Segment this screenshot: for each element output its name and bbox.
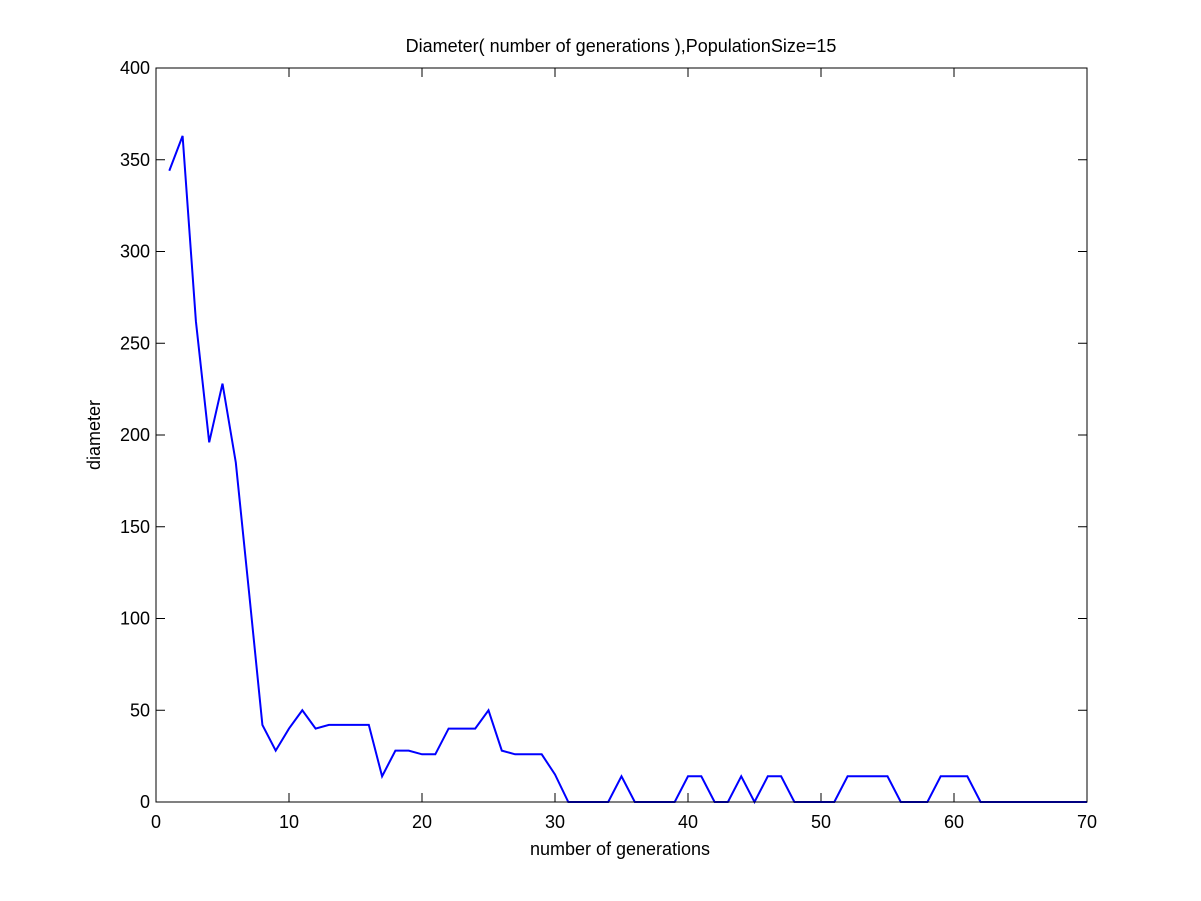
chart-title: Diameter( number of generations ),Popula… <box>406 36 837 56</box>
x-tick-label: 0 <box>151 812 161 832</box>
series-layer <box>168 135 1087 805</box>
y-tick-label: 100 <box>120 609 150 629</box>
y-tick-label: 200 <box>120 425 150 445</box>
x-axis-label: number of generations <box>530 839 710 859</box>
x-tick-label: 50 <box>811 812 831 832</box>
x-tick-label: 30 <box>545 812 565 832</box>
plot-frame <box>155 67 1088 803</box>
x-tick-label: 40 <box>678 812 698 832</box>
y-tick-label: 350 <box>120 150 150 170</box>
x-tick-label: 10 <box>279 812 299 832</box>
x-tick-label: 60 <box>944 812 964 832</box>
plot-area <box>156 68 1087 802</box>
y-tick-label: 150 <box>120 517 150 537</box>
x-tick-label: 70 <box>1077 812 1097 832</box>
y-axis-label: diameter <box>84 400 104 470</box>
y-tick-label: 250 <box>120 333 150 353</box>
x-tick-label: 20 <box>412 812 432 832</box>
y-tick-label: 300 <box>120 242 150 262</box>
series-line <box>168 135 1087 805</box>
y-tick-label: 50 <box>130 700 150 720</box>
y-tick-label: 0 <box>140 792 150 812</box>
ticks-layer: 0 10 20 30 40 50 60 70 0 50 100 150 200 250 300 350 400 <box>120 58 1097 832</box>
y-tick-label: 400 <box>120 58 150 78</box>
